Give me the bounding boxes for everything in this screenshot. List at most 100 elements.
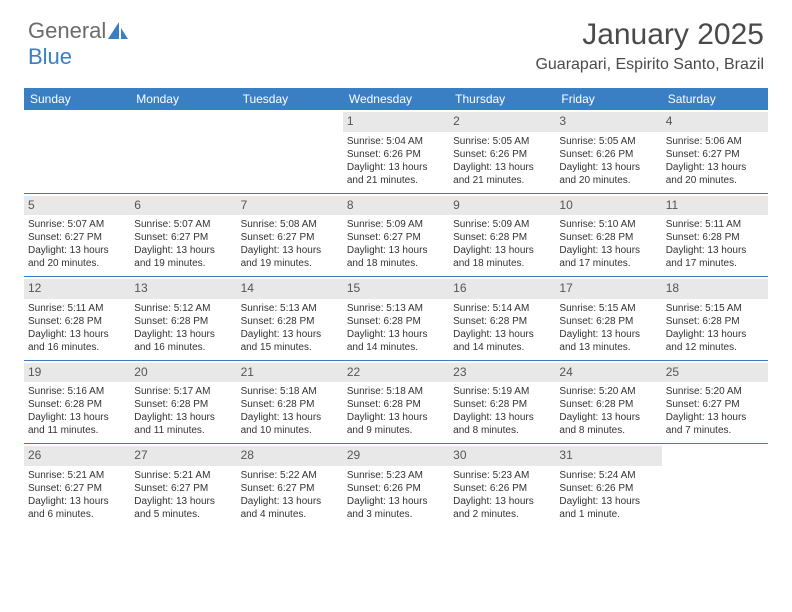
daylight-text-1: Daylight: 13 hours [559,244,657,257]
sunrise-text: Sunrise: 5:21 AM [134,469,232,482]
sunrise-text: Sunrise: 5:20 AM [559,385,657,398]
sunrise-text: Sunrise: 5:11 AM [666,218,764,231]
weekday-header-cell: Tuesday [237,88,343,110]
day-number: 2 [449,112,555,132]
sunset-text: Sunset: 6:26 PM [453,482,551,495]
sunset-text: Sunset: 6:28 PM [453,398,551,411]
daylight-text-2: and 17 minutes. [666,257,764,270]
sunset-text: Sunset: 6:28 PM [134,315,232,328]
weekday-header-cell: Saturday [662,88,768,110]
daylight-text-1: Daylight: 13 hours [453,411,551,424]
day-number: 6 [130,196,236,216]
calendar-day-cell: 19Sunrise: 5:16 AMSunset: 6:28 PMDayligh… [24,361,130,444]
day-number: 3 [555,112,661,132]
sunrise-text: Sunrise: 5:24 AM [559,469,657,482]
daylight-text-2: and 20 minutes. [666,174,764,187]
sunrise-text: Sunrise: 5:08 AM [241,218,339,231]
daylight-text-1: Daylight: 13 hours [241,244,339,257]
calendar-day-cell: 21Sunrise: 5:18 AMSunset: 6:28 PMDayligh… [237,361,343,444]
sunset-text: Sunset: 6:27 PM [666,148,764,161]
sunrise-text: Sunrise: 5:12 AM [134,302,232,315]
calendar-day-cell: 29Sunrise: 5:23 AMSunset: 6:26 PMDayligh… [343,444,449,527]
daylight-text-1: Daylight: 13 hours [134,328,232,341]
daylight-text-1: Daylight: 13 hours [453,161,551,174]
day-number: 14 [237,279,343,299]
title-block: January 2025 Guarapari, Espirito Santo, … [535,18,764,74]
weekday-header-cell: Friday [555,88,661,110]
sunset-text: Sunset: 6:28 PM [347,315,445,328]
calendar-day-cell: 22Sunrise: 5:18 AMSunset: 6:28 PMDayligh… [343,361,449,444]
sunset-text: Sunset: 6:28 PM [134,398,232,411]
calendar-day-cell: 23Sunrise: 5:19 AMSunset: 6:28 PMDayligh… [449,361,555,444]
daylight-text-2: and 18 minutes. [347,257,445,270]
day-number: 27 [130,446,236,466]
calendar-day-cell: 27Sunrise: 5:21 AMSunset: 6:27 PMDayligh… [130,444,236,527]
day-number: 25 [662,363,768,383]
calendar-day-cell: 16Sunrise: 5:14 AMSunset: 6:28 PMDayligh… [449,277,555,360]
daylight-text-1: Daylight: 13 hours [347,411,445,424]
daylight-text-1: Daylight: 13 hours [134,495,232,508]
sunset-text: Sunset: 6:26 PM [559,482,657,495]
daylight-text-2: and 20 minutes. [559,174,657,187]
month-title: January 2025 [535,18,764,52]
daylight-text-2: and 16 minutes. [134,341,232,354]
daylight-text-2: and 14 minutes. [347,341,445,354]
day-number: 5 [24,196,130,216]
daylight-text-2: and 20 minutes. [28,257,126,270]
location-subtitle: Guarapari, Espirito Santo, Brazil [535,56,764,74]
daylight-text-2: and 21 minutes. [453,174,551,187]
daylight-text-1: Daylight: 13 hours [559,411,657,424]
calendar-day-cell: 13 Sunrise: 5:12 AMSunset: 6:28 PMDayligh… [130,277,236,360]
calendar-day-cell: 17Sunrise: 5:15 AMSunset: 6:28 PMDayligh… [555,277,661,360]
calendar-day-cell: 25Sunrise: 5:20 AMSunset: 6:27 PMDayligh… [662,361,768,444]
daylight-text-1: Daylight: 13 hours [28,244,126,257]
daylight-text-1: Daylight: 13 hours [453,328,551,341]
weekday-header-cell: Wednesday [343,88,449,110]
day-number: 11 [662,196,768,216]
calendar-day-cell: 15Sunrise: 5:13 AMSunset: 6:28 PMDayligh… [343,277,449,360]
daylight-text-2: and 5 minutes. [134,508,232,521]
calendar-empty-cell [662,444,768,527]
sunset-text: Sunset: 6:27 PM [134,231,232,244]
calendar-day-cell: 20Sunrise: 5:17 AMSunset: 6:28 PMDayligh… [130,361,236,444]
sunrise-text: Sunrise: 5:20 AM [666,385,764,398]
calendar-week-row: 12Sunrise: 5:11 AMSunset: 6:28 PMDayligh… [24,276,768,360]
daylight-text-2: and 11 minutes. [134,424,232,437]
sunset-text: Sunset: 6:26 PM [559,148,657,161]
calendar: SundayMondayTuesdayWednesdayThursdayFrid… [24,88,768,527]
day-number: 31 [555,446,661,466]
day-number: 24 [555,363,661,383]
day-number: 29 [343,446,449,466]
day-number: 15 [343,279,449,299]
sunset-text: Sunset: 6:28 PM [28,398,126,411]
calendar-day-cell: 12Sunrise: 5:11 AMSunset: 6:28 PMDayligh… [24,277,130,360]
day-number: 20 [130,363,236,383]
weekday-header-cell: Monday [130,88,236,110]
calendar-day-cell: 1Sunrise: 5:04 AMSunset: 6:26 PMDaylight… [343,110,449,193]
day-number: 30 [449,446,555,466]
calendar-week-row: 26Sunrise: 5:21 AMSunset: 6:27 PMDayligh… [24,443,768,527]
sunset-text: Sunset: 6:28 PM [559,398,657,411]
sunrise-text: Sunrise: 5:07 AM [134,218,232,231]
weekday-header-cell: Thursday [449,88,555,110]
day-number: 18 [662,279,768,299]
calendar-day-cell: 8Sunrise: 5:09 AMSunset: 6:27 PMDaylight… [343,194,449,277]
calendar-day-cell: 9Sunrise: 5:09 AMSunset: 6:28 PMDaylight… [449,194,555,277]
daylight-text-1: Daylight: 13 hours [347,495,445,508]
daylight-text-1: Daylight: 13 hours [559,328,657,341]
daylight-text-2: and 16 minutes. [28,341,126,354]
daylight-text-1: Daylight: 13 hours [666,328,764,341]
calendar-empty-cell [237,110,343,193]
logo-text-general: General [28,18,106,44]
sunset-text: Sunset: 6:28 PM [347,398,445,411]
calendar-day-cell: 31Sunrise: 5:24 AMSunset: 6:26 PMDayligh… [555,444,661,527]
daylight-text-2: and 19 minutes. [241,257,339,270]
sunset-text: Sunset: 6:28 PM [666,315,764,328]
sunrise-text: Sunrise: 5:10 AM [559,218,657,231]
daylight-text-2: and 14 minutes. [453,341,551,354]
daylight-text-2: and 3 minutes. [347,508,445,521]
sunset-text: Sunset: 6:27 PM [28,482,126,495]
day-number: 13 [130,279,236,299]
sunrise-text: Sunrise: 5:05 AM [453,135,551,148]
day-number: 19 [24,363,130,383]
